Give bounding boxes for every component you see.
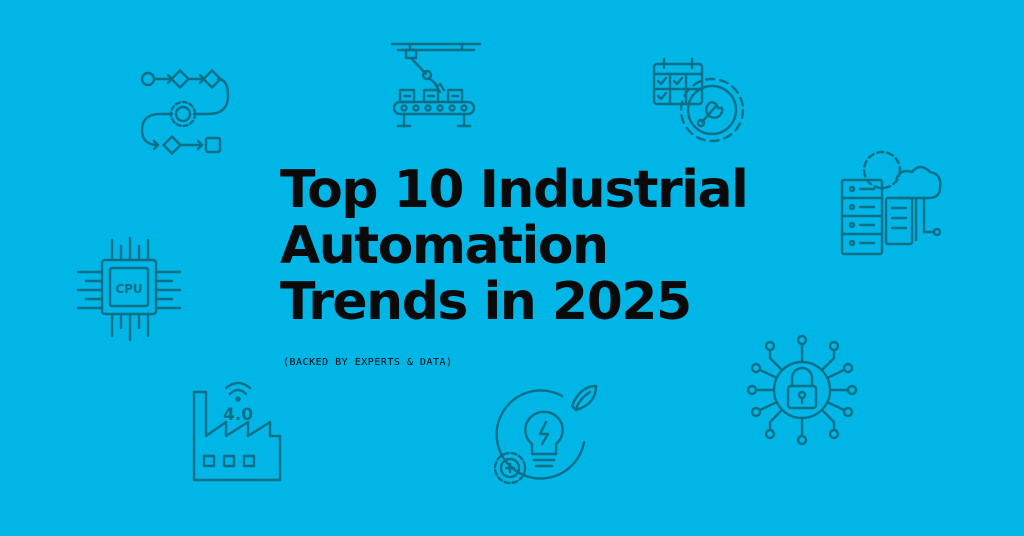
svg-text:4.0: 4.0 xyxy=(223,405,253,425)
svg-text:CPU: CPU xyxy=(115,282,142,296)
cpu-chip-icon: CPU xyxy=(76,236,184,344)
workflow-gear-icon xyxy=(138,66,230,158)
title-line: Top 10 Industrial xyxy=(280,160,749,220)
smart-factory-icon: 4.0 xyxy=(190,376,286,484)
calendar-gear-wrench-icon xyxy=(650,56,746,148)
padlock-network-icon xyxy=(746,334,858,446)
page-title: Top 10 Industrial Automation Trends in 2… xyxy=(280,160,749,332)
title-line: Automation xyxy=(280,216,609,276)
title-line: Trends in 2025 xyxy=(280,272,692,332)
robotic-arm-conveyor-icon xyxy=(390,40,482,132)
server-cloud-gear-icon xyxy=(838,142,948,258)
subtitle: (BACKED BY EXPERTS & DATA) xyxy=(283,357,453,368)
lightbulb-leaf-gear-icon xyxy=(488,382,600,494)
